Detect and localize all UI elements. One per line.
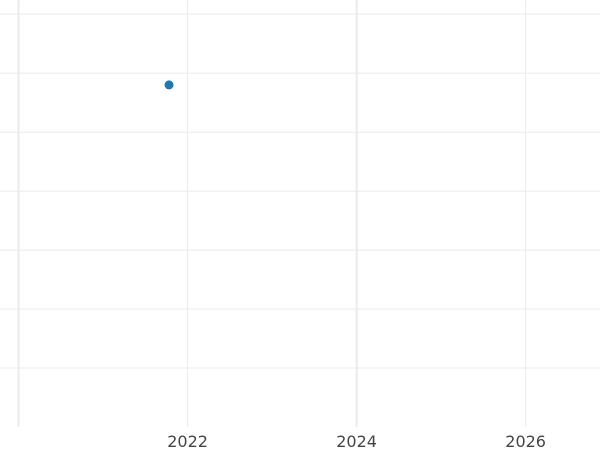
x-tick-label: 2022	[167, 432, 208, 450]
x-axis-ticks: 2022 2024 2026	[167, 432, 546, 450]
x-tick-label: 2024	[336, 432, 377, 450]
grid	[0, 0, 600, 427]
data-point	[164, 80, 174, 90]
x-tick-label: 2026	[505, 432, 546, 450]
data-points	[164, 80, 174, 90]
